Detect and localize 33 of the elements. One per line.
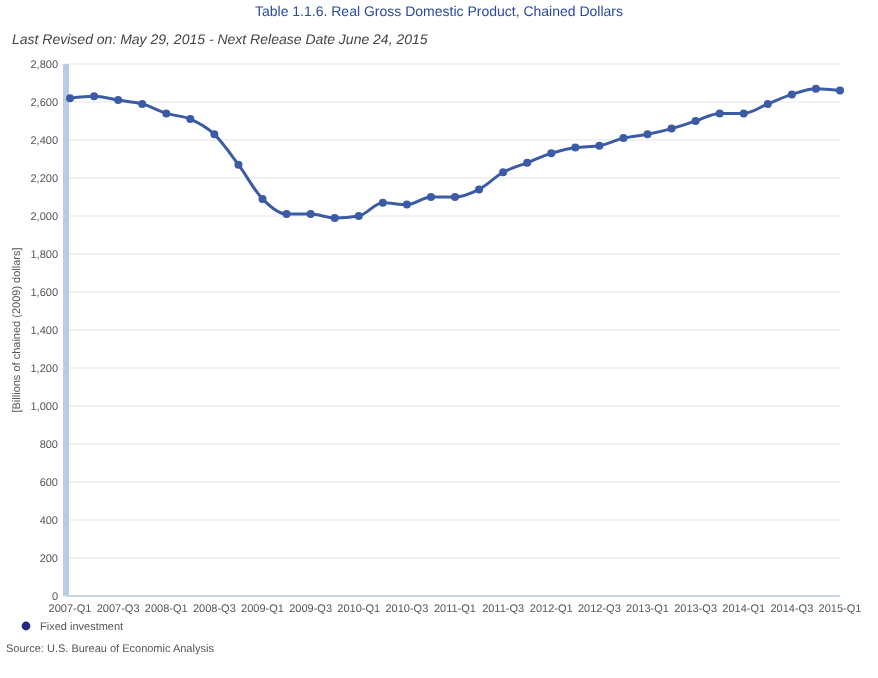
point	[547, 149, 556, 158]
point	[691, 117, 700, 125]
point	[282, 210, 291, 219]
point	[571, 143, 580, 152]
point	[667, 124, 676, 133]
point	[451, 193, 459, 201]
point	[811, 84, 820, 93]
point	[138, 99, 147, 108]
point	[402, 200, 411, 209]
point	[475, 185, 484, 194]
point	[306, 210, 315, 219]
point	[619, 134, 628, 143]
point	[739, 109, 748, 118]
point	[210, 130, 219, 139]
point	[66, 94, 74, 103]
point	[186, 115, 195, 124]
point	[595, 141, 604, 150]
point	[426, 193, 435, 201]
point	[763, 99, 772, 108]
point	[234, 160, 243, 169]
point	[354, 212, 363, 220]
point	[90, 92, 99, 101]
point	[643, 130, 652, 139]
point	[787, 90, 796, 99]
point	[499, 168, 508, 177]
point	[836, 86, 844, 95]
point	[330, 213, 339, 222]
point	[378, 198, 387, 207]
point	[258, 194, 267, 203]
point	[114, 96, 123, 105]
point	[715, 109, 724, 118]
point	[523, 158, 532, 167]
point	[162, 109, 171, 118]
